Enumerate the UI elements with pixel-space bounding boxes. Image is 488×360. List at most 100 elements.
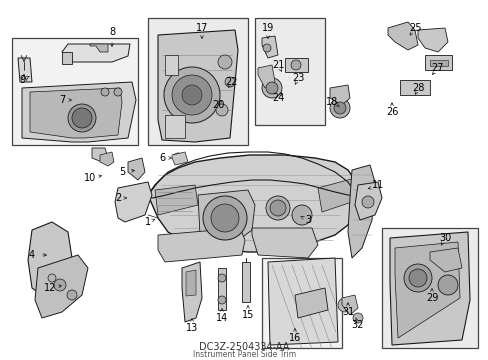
- Text: 6: 6: [159, 153, 165, 163]
- Polygon shape: [387, 22, 417, 50]
- Circle shape: [408, 269, 426, 287]
- Bar: [399, 80, 429, 95]
- Polygon shape: [148, 155, 357, 252]
- Text: 4: 4: [29, 250, 35, 260]
- Circle shape: [163, 67, 220, 123]
- Text: 24: 24: [271, 93, 284, 103]
- Text: 5: 5: [119, 167, 125, 177]
- Polygon shape: [417, 28, 447, 52]
- Bar: [254, 18, 325, 125]
- Text: 14: 14: [215, 313, 228, 323]
- Polygon shape: [100, 152, 114, 166]
- Circle shape: [437, 275, 457, 295]
- Circle shape: [329, 98, 349, 118]
- Circle shape: [291, 205, 311, 225]
- Circle shape: [114, 88, 122, 96]
- Text: 9: 9: [19, 75, 25, 85]
- Bar: [424, 55, 451, 70]
- Text: 8: 8: [109, 27, 115, 37]
- Polygon shape: [164, 115, 184, 138]
- Text: 11: 11: [371, 180, 384, 190]
- Bar: [218, 268, 225, 310]
- Text: 12: 12: [44, 283, 56, 293]
- Polygon shape: [158, 30, 238, 142]
- Polygon shape: [115, 182, 152, 222]
- Polygon shape: [28, 222, 72, 295]
- Circle shape: [403, 264, 431, 292]
- Circle shape: [262, 78, 282, 98]
- Circle shape: [173, 153, 183, 163]
- Circle shape: [172, 75, 212, 115]
- Circle shape: [218, 296, 225, 304]
- Text: 17: 17: [195, 23, 208, 33]
- Polygon shape: [22, 82, 136, 142]
- Circle shape: [361, 196, 373, 208]
- Circle shape: [337, 298, 351, 312]
- Circle shape: [269, 200, 285, 216]
- Polygon shape: [347, 165, 374, 258]
- Text: 26: 26: [385, 107, 397, 117]
- Polygon shape: [317, 178, 357, 212]
- Circle shape: [203, 196, 246, 240]
- Circle shape: [333, 102, 346, 114]
- Circle shape: [218, 274, 225, 282]
- Text: Instrument Panel Side Trim: Instrument Panel Side Trim: [193, 350, 295, 359]
- Polygon shape: [294, 288, 327, 318]
- Polygon shape: [394, 242, 459, 338]
- Text: 10: 10: [84, 173, 96, 183]
- Polygon shape: [35, 255, 88, 318]
- Polygon shape: [251, 228, 317, 258]
- Circle shape: [54, 279, 66, 291]
- Bar: [242, 262, 249, 302]
- Polygon shape: [185, 270, 196, 296]
- Text: 7: 7: [59, 95, 65, 105]
- Polygon shape: [429, 248, 461, 272]
- Polygon shape: [128, 158, 145, 180]
- Text: 30: 30: [438, 233, 450, 243]
- Circle shape: [263, 44, 270, 52]
- Text: 1: 1: [144, 217, 151, 227]
- Polygon shape: [341, 295, 357, 315]
- Polygon shape: [90, 44, 108, 52]
- Polygon shape: [182, 262, 202, 322]
- Circle shape: [352, 313, 362, 323]
- Polygon shape: [267, 258, 337, 345]
- Text: 22: 22: [225, 77, 238, 87]
- Circle shape: [48, 274, 56, 282]
- Circle shape: [218, 55, 231, 69]
- Circle shape: [182, 85, 202, 105]
- Circle shape: [210, 204, 239, 232]
- Polygon shape: [30, 88, 122, 138]
- Bar: [285, 58, 307, 72]
- Text: 32: 32: [351, 320, 364, 330]
- Polygon shape: [198, 190, 254, 248]
- Text: 27: 27: [431, 63, 443, 73]
- Bar: [12, 38, 138, 145]
- Bar: [148, 18, 247, 145]
- Bar: [429, 60, 447, 66]
- Text: DC3Z-2504334-AA: DC3Z-2504334-AA: [199, 342, 289, 352]
- Polygon shape: [329, 85, 349, 105]
- Polygon shape: [172, 152, 187, 165]
- Circle shape: [290, 60, 301, 70]
- Polygon shape: [164, 55, 178, 75]
- Text: 31: 31: [341, 307, 353, 317]
- Circle shape: [68, 104, 96, 132]
- Polygon shape: [92, 148, 108, 162]
- Circle shape: [265, 82, 278, 94]
- Bar: [262, 258, 341, 348]
- Polygon shape: [354, 182, 381, 220]
- Text: 2: 2: [115, 193, 121, 203]
- Text: 20: 20: [211, 100, 224, 110]
- Polygon shape: [389, 232, 469, 345]
- Text: 15: 15: [242, 310, 254, 320]
- Text: 29: 29: [425, 293, 437, 303]
- Polygon shape: [62, 52, 72, 64]
- Text: 23: 23: [291, 73, 304, 83]
- Text: 25: 25: [408, 23, 420, 33]
- Bar: [381, 228, 477, 348]
- Polygon shape: [18, 58, 32, 82]
- Text: 28: 28: [411, 83, 423, 93]
- Circle shape: [101, 88, 109, 96]
- Polygon shape: [158, 228, 244, 262]
